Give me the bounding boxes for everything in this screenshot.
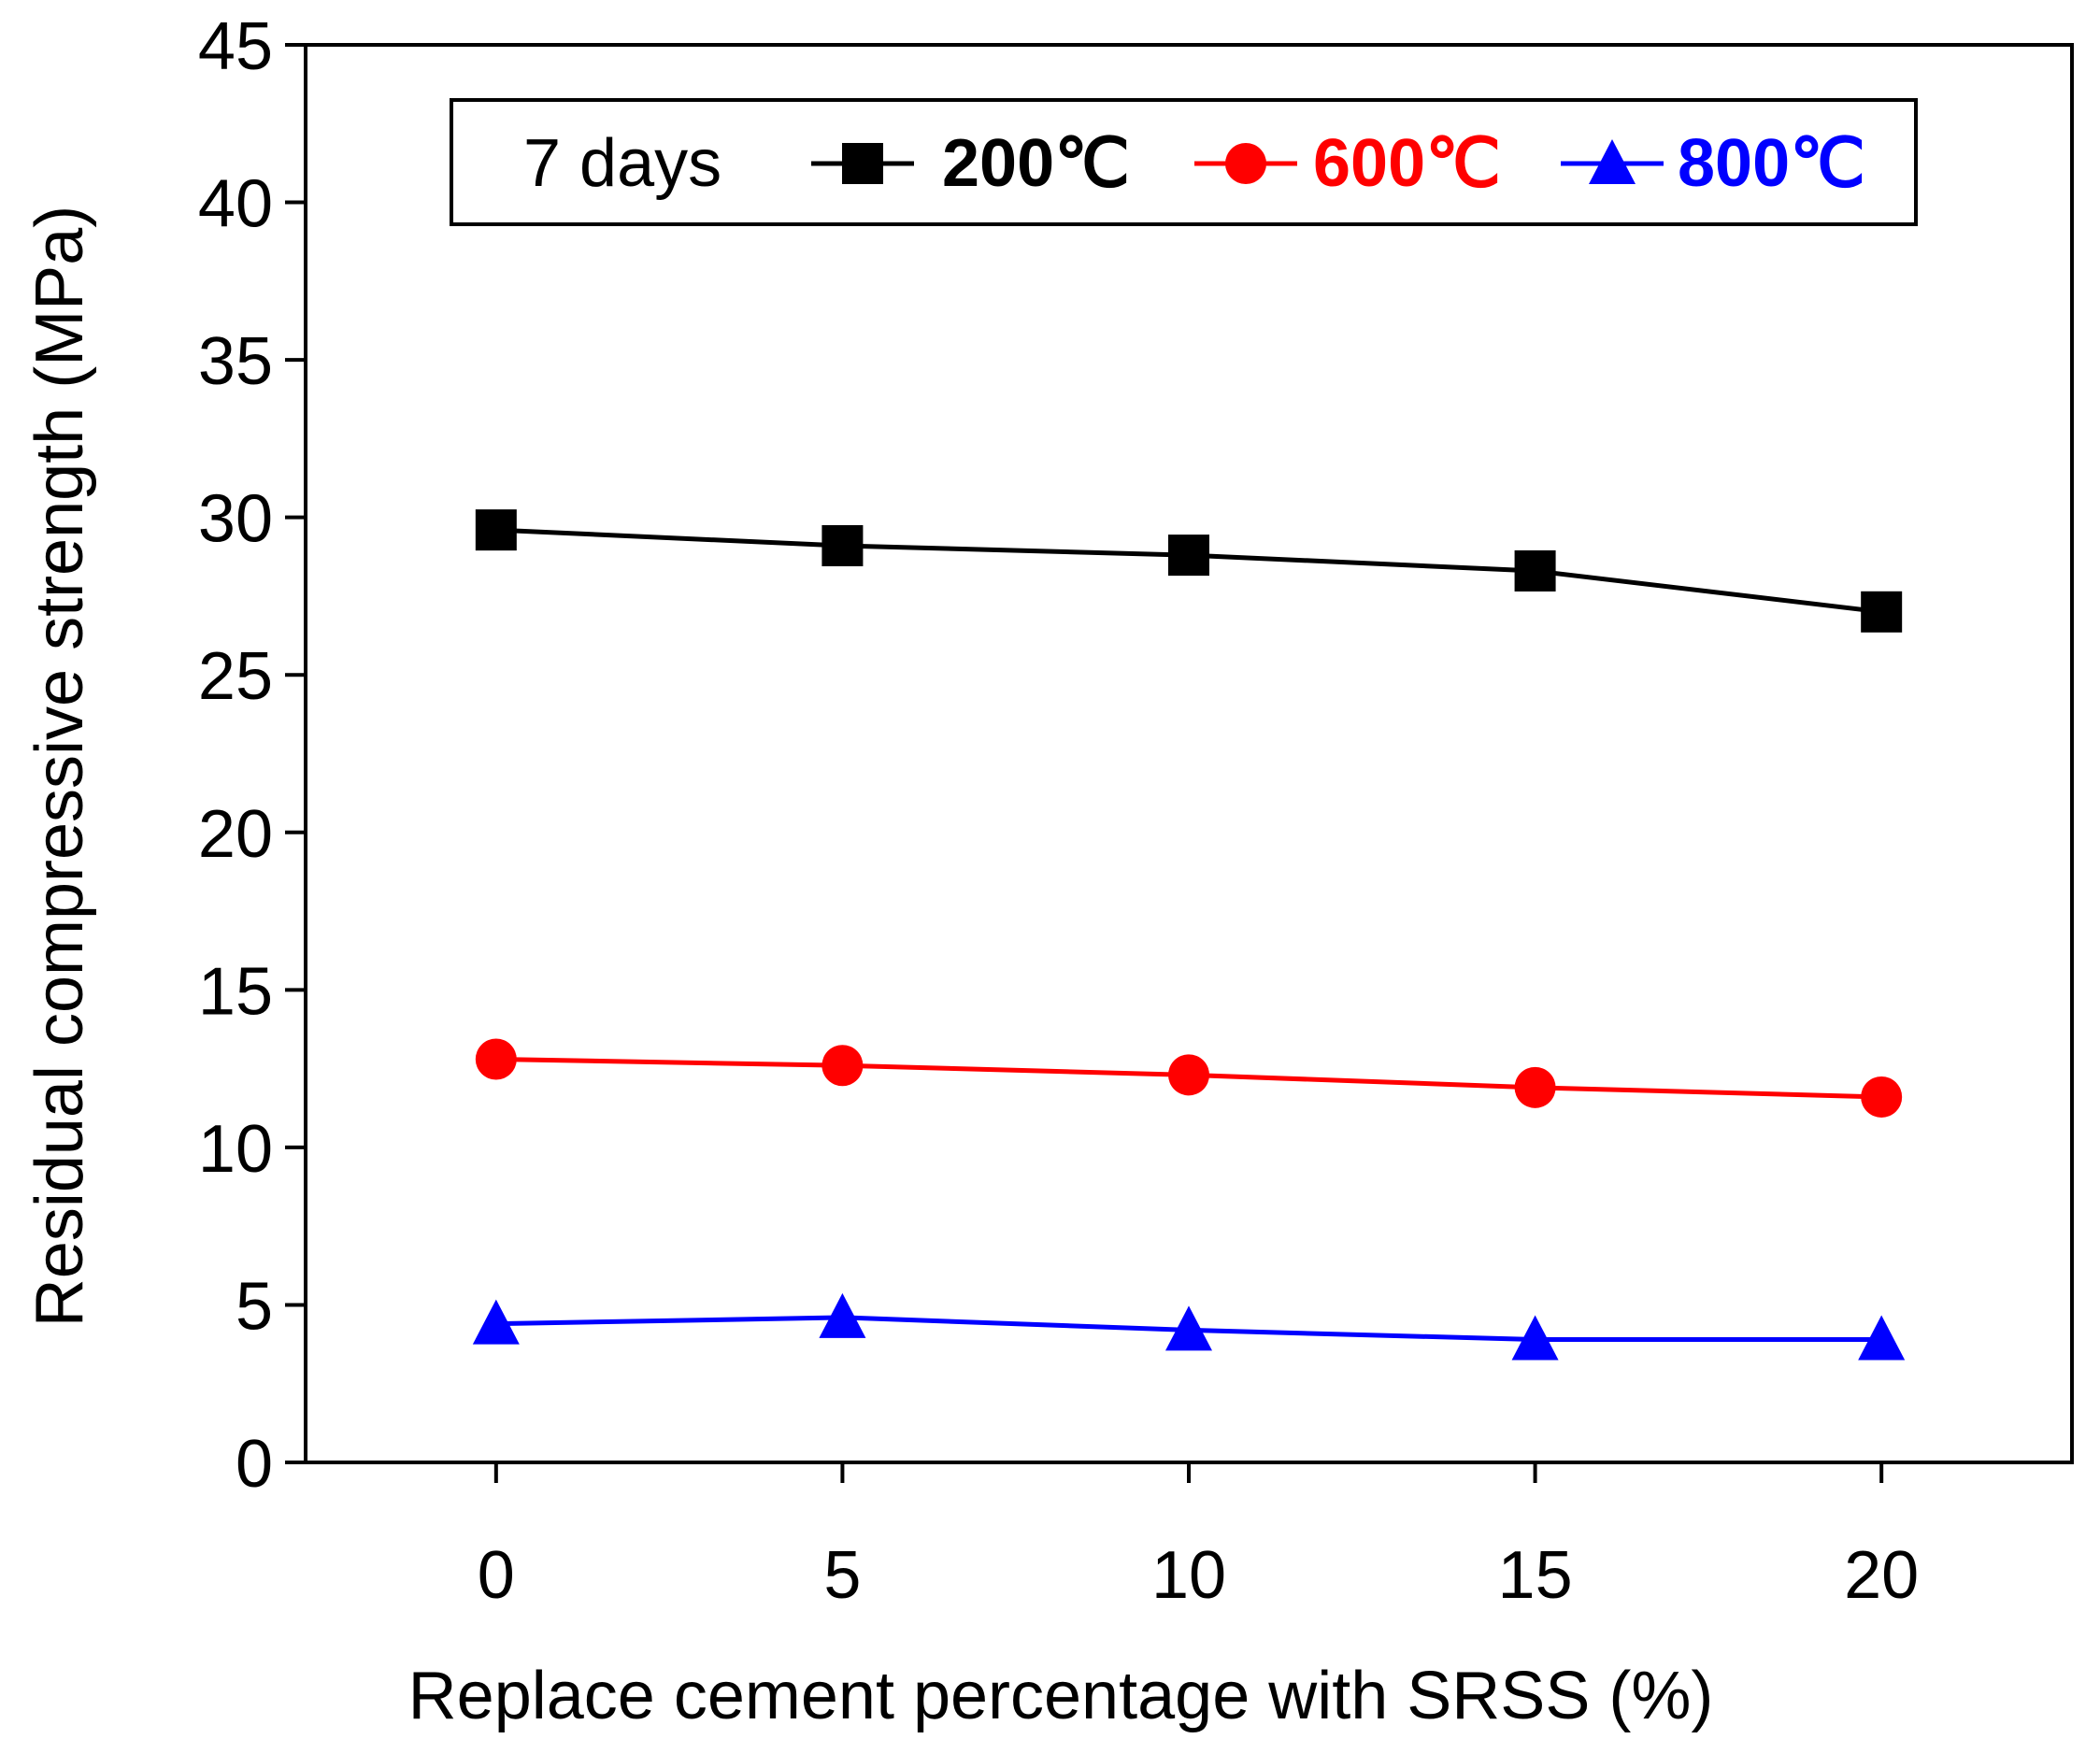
data-point-1-3 [1514, 1066, 1556, 1108]
legend-label-0: 200℃ [942, 126, 1130, 201]
data-point-0-3 [1514, 549, 1556, 592]
x-axis-title: Replace cement percentage with SRSS (%) [408, 1659, 1714, 1733]
data-point-2-4 [1858, 1315, 1906, 1361]
series-0 [475, 509, 1903, 633]
data-point-1-0 [475, 1038, 517, 1080]
data-point-2-3 [1511, 1315, 1559, 1361]
legend-marker-1 [1225, 143, 1266, 184]
series-2 [472, 1292, 1906, 1361]
data-point-2-0 [472, 1299, 520, 1345]
y-axis-ticks: 0 5 10 15 20 25 30 35 40 45 [198, 9, 306, 1502]
data-point-1-1 [821, 1045, 864, 1087]
plot-frame [304, 43, 2074, 1464]
data-point-0-1 [821, 525, 864, 567]
y-tick-label-25: 25 [198, 639, 273, 714]
y-tick-label-40: 40 [198, 167, 273, 242]
y-axis-title: Residual compressive strength (MPa) [22, 206, 97, 1327]
data-point-0-4 [1861, 591, 1903, 633]
data-point-2-1 [819, 1292, 866, 1338]
y-tick-label-20: 20 [198, 797, 273, 872]
series-layer [472, 509, 1906, 1361]
y-tick-label-45: 45 [198, 9, 273, 84]
legend-title: 7 days [523, 126, 721, 201]
data-point-0-2 [1168, 535, 1209, 577]
y-tick-label-10: 10 [198, 1112, 273, 1187]
legend-label-2: 800℃ [1678, 126, 1865, 201]
y-tick-label-15: 15 [198, 954, 273, 1029]
x-tick-label-15: 15 [1498, 1538, 1573, 1613]
y-tick-label-30: 30 [198, 482, 273, 557]
legend-marker-0 [842, 143, 883, 184]
x-tick-label-0: 0 [478, 1538, 515, 1613]
y-tick-label-5: 5 [236, 1269, 273, 1344]
x-tick-label-5: 5 [823, 1538, 861, 1613]
y-tick-label-0: 0 [236, 1427, 273, 1502]
x-tick-label-20: 20 [1844, 1538, 1919, 1613]
data-point-2-2 [1165, 1305, 1212, 1351]
series-1 [475, 1038, 1903, 1118]
legend-marker-2 [1589, 139, 1636, 184]
legend: 7 days 200℃ 600℃ 800℃ [450, 98, 1918, 226]
data-point-1-4 [1861, 1076, 1903, 1118]
legend-box [450, 98, 1918, 226]
data-point-1-2 [1168, 1054, 1209, 1096]
x-axis-ticks: 0 5 10 15 20 [478, 1462, 1919, 1613]
x-tick-label-10: 10 [1151, 1538, 1226, 1613]
y-tick-label-35: 35 [198, 324, 273, 399]
legend-label-1: 600℃ [1313, 126, 1501, 201]
data-point-0-0 [475, 509, 517, 551]
